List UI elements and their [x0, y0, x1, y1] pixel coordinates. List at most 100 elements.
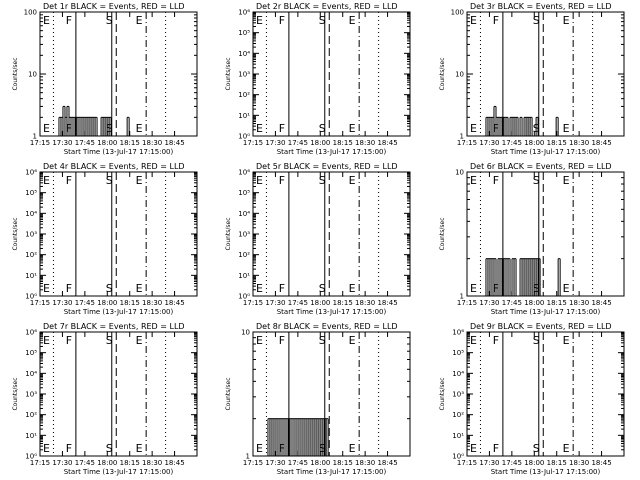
- y-tick-label: 100: [451, 9, 464, 17]
- x-axis-title: Start Time (13-Jul-17 17:15:00): [277, 308, 387, 316]
- y-tick-label: 10⁵: [25, 349, 37, 357]
- plot-frame: [39, 171, 198, 297]
- x-axis-title: Start Time (13-Jul-17 17:15:00): [64, 148, 174, 156]
- x-tick-label: 17:15: [30, 459, 50, 467]
- marker-label-bottom: E: [43, 442, 50, 455]
- chart-title: Det 4r BLACK = Events, RED = LLD: [43, 162, 185, 171]
- y-tick-label: 10⁴: [25, 210, 37, 218]
- x-tick-label: 18:15: [120, 459, 140, 467]
- x-tick-label: 17:45: [502, 139, 522, 147]
- y-tick-label: 10⁵: [452, 349, 464, 357]
- marker-label-top: E: [470, 334, 477, 347]
- marker-label-bottom: E: [256, 282, 263, 295]
- marker-label-top: E: [470, 174, 477, 187]
- marker-label-bottom: F: [66, 442, 72, 455]
- marker-label-bottom: S: [533, 282, 540, 295]
- x-tick-label: 18:15: [333, 299, 353, 307]
- x-tick-label: 18:30: [569, 459, 589, 467]
- y-tick-label: 10⁴: [25, 370, 37, 378]
- x-tick-label: 18:30: [355, 459, 375, 467]
- x-tick-label: 17:30: [479, 299, 499, 307]
- y-tick-label: 10⁰: [25, 293, 37, 301]
- y-tick-label: 10⁶: [238, 169, 250, 177]
- x-axis-title: Start Time (13-Jul-17 17:15:00): [277, 148, 387, 156]
- y-axis-title: Counts/sec: [225, 377, 232, 410]
- y-tick-label: 10¹: [452, 432, 464, 440]
- chart-title: Det 2r BLACK = Events, RED = LLD: [256, 2, 398, 11]
- marker-label-bottom: F: [279, 122, 285, 135]
- marker-label-top: E: [563, 174, 570, 187]
- marker-label-bottom: E: [256, 442, 263, 455]
- marker-label-bottom: S: [106, 442, 113, 455]
- chart-title: Det 5r BLACK = Events, RED = LLD: [256, 162, 398, 171]
- marker-label-top: E: [256, 174, 263, 187]
- marker-label-top: F: [279, 334, 285, 347]
- x-tick-label: 18:45: [591, 459, 611, 467]
- y-tick-label: 10¹: [25, 432, 37, 440]
- y-tick-label: 10: [455, 169, 464, 177]
- marker-label-bottom: E: [349, 442, 356, 455]
- marker-label-bottom: S: [319, 442, 326, 455]
- plot-frame: [39, 11, 198, 137]
- x-tick-label: 18:45: [377, 139, 397, 147]
- y-tick-label: 10⁴: [238, 50, 250, 58]
- x-tick-label: 18:00: [310, 299, 330, 307]
- y-tick-label: 10¹: [238, 112, 250, 120]
- marker-label-bottom: E: [43, 122, 50, 135]
- x-tick-label: 18:45: [591, 299, 611, 307]
- x-tick-label: 18:45: [164, 299, 184, 307]
- y-tick-label: 10⁶: [25, 169, 37, 177]
- marker-label-bottom: S: [533, 442, 540, 455]
- x-tick-label: 18:15: [547, 299, 567, 307]
- x-axis-title: Start Time (13-Jul-17 17:15:00): [491, 468, 601, 476]
- marker-label-top: S: [533, 334, 540, 347]
- y-tick-label: 10⁰: [238, 133, 250, 141]
- plot-frame: [466, 331, 625, 457]
- plot-frame: [466, 171, 625, 297]
- y-tick-label: 10¹: [238, 272, 250, 280]
- x-tick-label: 18:15: [120, 299, 140, 307]
- plot-frame: [252, 11, 411, 137]
- y-tick-label: 10⁵: [25, 189, 37, 197]
- chart-title: Det 8r BLACK = Events, RED = LLD: [256, 322, 398, 331]
- x-tick-label: 18:00: [97, 299, 117, 307]
- y-tick-label: 10¹: [25, 272, 37, 280]
- marker-label-bottom: E: [136, 122, 143, 135]
- x-tick-label: 18:00: [97, 459, 117, 467]
- x-tick-label: 18:15: [547, 139, 567, 147]
- x-tick-label: 18:15: [333, 139, 353, 147]
- marker-label-bottom: E: [256, 122, 263, 135]
- x-tick-label: 18:30: [569, 299, 589, 307]
- x-tick-label: 18:45: [377, 299, 397, 307]
- marker-label-bottom: E: [563, 122, 570, 135]
- marker-label-bottom: S: [319, 282, 326, 295]
- x-tick-label: 18:30: [355, 299, 375, 307]
- x-tick-label: 17:30: [265, 459, 285, 467]
- y-axis-title: Counts/sec: [225, 217, 232, 250]
- marker-label-top: F: [493, 174, 499, 187]
- marker-label-top: F: [279, 14, 285, 27]
- y-tick-label: 10²: [238, 251, 250, 259]
- y-tick-label: 10⁴: [238, 210, 250, 218]
- y-tick-label: 10³: [25, 231, 37, 239]
- x-tick-label: 18:00: [524, 299, 544, 307]
- x-tick-label: 17:30: [265, 299, 285, 307]
- x-tick-label: 17:45: [502, 459, 522, 467]
- x-tick-label: 17:30: [265, 139, 285, 147]
- y-axis-title: Counts/sec: [12, 377, 19, 410]
- marker-label-bottom: F: [279, 282, 285, 295]
- y-tick-label: 10²: [25, 411, 37, 419]
- marker-label-bottom: F: [493, 442, 499, 455]
- x-tick-label: 18:00: [524, 139, 544, 147]
- x-tick-label: 17:45: [502, 299, 522, 307]
- marker-label-top: E: [43, 14, 50, 27]
- x-tick-label: 17:45: [288, 299, 308, 307]
- x-tick-label: 18:30: [142, 459, 162, 467]
- x-tick-label: 18:45: [164, 459, 184, 467]
- y-tick-label: 10⁶: [238, 9, 250, 17]
